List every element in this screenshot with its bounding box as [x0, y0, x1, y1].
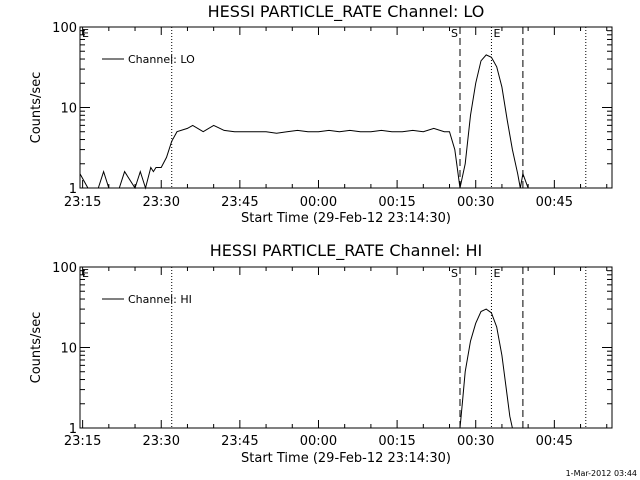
x-tick-label: 00:00 [300, 195, 337, 210]
x-tick-label: 00:30 [457, 195, 494, 210]
data-series-line [459, 308, 513, 429]
footer-timestamp: 1-Mar-2012 03:44 [566, 469, 637, 478]
x-tick-label: 00:30 [457, 434, 494, 449]
legend-label: Channel: LO [128, 53, 195, 66]
x-tick-label: 23:30 [143, 434, 180, 449]
x-tick-label: 23:15 [64, 434, 101, 449]
y-tick-label: 100 [52, 21, 77, 36]
plot-frame [79, 26, 613, 189]
chart-panel-1: HESSI PARTICLE_RATE Channel: LO 23:15 23:3… [29, 2, 613, 226]
x-tick-label: 23:30 [143, 195, 180, 210]
end-marker: E [493, 27, 500, 40]
chart-title: HESSI PARTICLE_RATE Channel: LO [208, 2, 485, 22]
x-tick-label: 00:45 [536, 195, 573, 210]
legend-label: Channel: HI [128, 293, 192, 306]
start-marker: S [451, 27, 458, 40]
y-tick-label: 10 [60, 102, 77, 117]
data-series-line [79, 54, 529, 190]
y-tick-label: 1 [69, 422, 77, 437]
x-tick-label: 23:45 [221, 434, 258, 449]
chart-title: HESSI PARTICLE_RATE Channel: HI [210, 241, 483, 261]
x-tick-label: 00:45 [536, 434, 573, 449]
x-tick-label: 23:15 [64, 195, 101, 210]
y-axis-label: Counts/sec [29, 72, 44, 144]
start-marker: S [451, 267, 458, 280]
plot-frame [79, 266, 613, 429]
end-marker: E [493, 267, 500, 280]
x-tick-label: 23:45 [221, 195, 258, 210]
x-axis-label: Start Time (29-Feb-12 23:14:30) [241, 211, 451, 226]
chart-panel-2: HESSI PARTICLE_RATE Channel: HI 23:15 23:3… [29, 241, 613, 466]
x-tick-label: 00:15 [378, 195, 415, 210]
y-tick-label: 1 [69, 182, 77, 197]
left-edge-marker: E [82, 27, 89, 40]
x-tick-label: 00:00 [300, 434, 337, 449]
y-tick-label: 100 [52, 261, 77, 276]
left-edge-marker: E [82, 267, 89, 280]
x-tick-label: 00:15 [378, 434, 415, 449]
x-axis-label: Start Time (29-Feb-12 23:14:30) [241, 451, 451, 466]
y-tick-label: 10 [60, 342, 77, 357]
y-axis-label: Counts/sec [29, 312, 44, 384]
